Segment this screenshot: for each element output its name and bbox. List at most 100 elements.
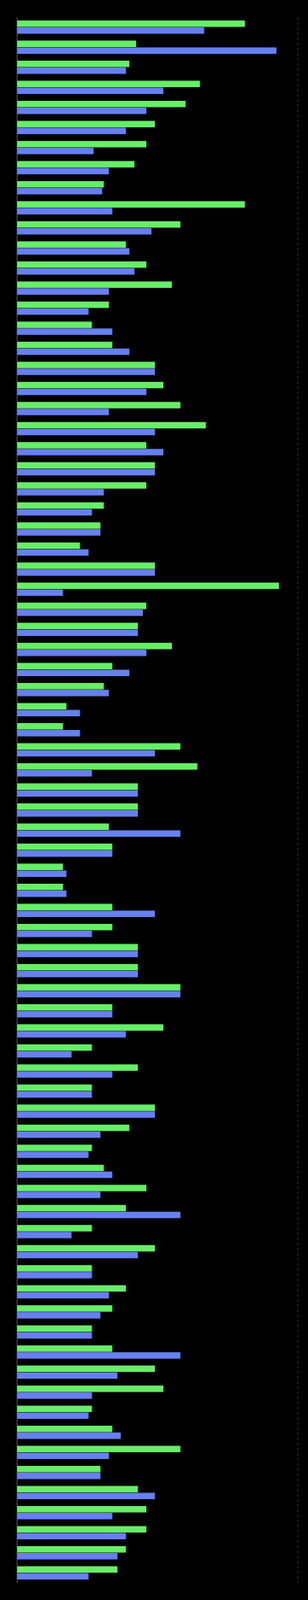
bar [17, 47, 277, 54]
bar [17, 302, 109, 309]
bars [17, 20, 279, 1582]
bar [17, 543, 81, 551]
bar [17, 1514, 113, 1522]
bar [17, 643, 172, 651]
bar [17, 683, 104, 691]
bar [17, 1052, 72, 1060]
bar [17, 321, 92, 329]
bar [17, 241, 126, 249]
bar [17, 328, 113, 336]
bar [17, 1293, 109, 1301]
bar [17, 569, 155, 577]
bar [17, 1433, 121, 1441]
bar [17, 248, 130, 255]
bar [17, 1414, 89, 1422]
bar [17, 261, 147, 269]
range-end-line [297, 17, 299, 1585]
bar [17, 148, 94, 155]
bar [17, 723, 64, 731]
bar [17, 529, 101, 537]
bar [17, 562, 155, 570]
bar [17, 1313, 101, 1321]
bar [17, 630, 138, 638]
bar [17, 27, 205, 35]
bar [17, 1393, 92, 1401]
bar [17, 751, 155, 759]
bar [17, 1072, 113, 1079]
bar [17, 1407, 92, 1415]
bar [17, 1125, 130, 1133]
bar [17, 1326, 92, 1334]
bar [17, 583, 279, 591]
bar [17, 522, 101, 530]
bar [17, 1206, 126, 1214]
bar [17, 603, 147, 611]
bar [17, 207, 113, 215]
bar [17, 991, 181, 999]
bar [17, 610, 143, 617]
bar [17, 1105, 155, 1113]
bar [17, 100, 186, 108]
bar [17, 1266, 92, 1274]
bar [17, 20, 245, 28]
bar [17, 349, 130, 356]
bar [17, 288, 109, 296]
bar [17, 402, 181, 409]
bar [17, 368, 155, 376]
bar [17, 342, 113, 350]
bar [17, 904, 113, 912]
bar [17, 1353, 181, 1361]
bar [17, 790, 138, 798]
bar [17, 1092, 92, 1100]
bar [17, 87, 164, 95]
bar [17, 804, 138, 812]
bar [17, 221, 181, 229]
bar [17, 891, 67, 899]
bar [17, 623, 138, 631]
bar [17, 951, 138, 959]
bar [17, 764, 198, 771]
bar [17, 228, 152, 236]
bar [17, 167, 109, 175]
bar [17, 884, 64, 892]
bar [17, 389, 147, 397]
bar [17, 361, 155, 369]
bar [17, 1467, 101, 1475]
bar [17, 823, 109, 831]
bar [17, 944, 138, 952]
bar [17, 730, 81, 738]
bar [17, 704, 67, 711]
bar [17, 462, 155, 470]
bar [17, 1534, 126, 1542]
bar [17, 710, 81, 718]
bar [17, 503, 104, 510]
bar [17, 670, 130, 678]
bar [17, 429, 155, 437]
bar [17, 1085, 92, 1093]
bar [17, 1273, 92, 1280]
bar [17, 1213, 181, 1221]
bar [17, 744, 181, 752]
bar [17, 590, 64, 598]
bar [17, 1454, 109, 1462]
bar [17, 281, 172, 289]
bar [17, 1253, 138, 1261]
bar [17, 141, 147, 149]
bar [17, 422, 207, 430]
bar [17, 268, 135, 276]
bar [17, 1386, 164, 1394]
bar [17, 1367, 155, 1375]
bar [17, 1246, 155, 1254]
bar [17, 442, 147, 450]
bar [17, 60, 130, 68]
bar [17, 160, 135, 168]
bar [17, 80, 201, 88]
bar [17, 1554, 118, 1562]
bar [17, 181, 104, 189]
bar [17, 811, 138, 818]
bar [17, 449, 164, 457]
bar [17, 1574, 89, 1582]
bar [17, 1172, 113, 1180]
bar [17, 509, 92, 517]
bar [17, 971, 138, 979]
